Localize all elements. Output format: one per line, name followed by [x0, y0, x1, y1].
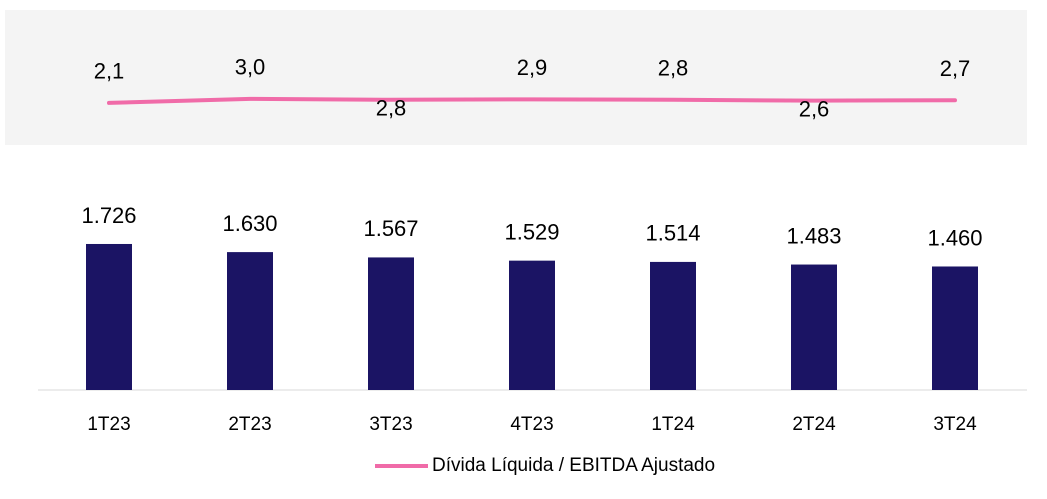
bar [509, 260, 555, 390]
bar-value-label: 1.529 [504, 219, 559, 244]
bar [932, 266, 978, 390]
x-tick-label: 3T23 [369, 414, 412, 435]
bar-value-label: 1.460 [927, 225, 982, 250]
line-value-label: 2,8 [376, 96, 407, 121]
x-tick-label: 1T23 [87, 414, 130, 435]
bar-value-label: 1.514 [645, 221, 700, 246]
bar [791, 264, 837, 390]
x-tick-label: 4T23 [510, 414, 553, 435]
line-value-label: 3,0 [235, 55, 266, 80]
bar-value-label: 1.483 [786, 223, 841, 248]
bar-value-label: 1.567 [363, 216, 418, 241]
line-value-label: 2,1 [94, 59, 125, 84]
line-value-label: 2,6 [799, 96, 830, 121]
x-tick-label: 2T23 [228, 414, 271, 435]
line-value-label: 2,7 [940, 56, 971, 81]
line [107, 96, 957, 105]
legend-label: Dívida Líquida / EBITDA Ajustado [432, 455, 715, 476]
bar [227, 252, 273, 390]
bar-value-label: 1.726 [81, 203, 136, 228]
x-tick-label: 3T24 [933, 414, 977, 435]
bar [86, 243, 132, 390]
line-panel [5, 10, 1027, 145]
x-tick-label: 1T24 [651, 414, 695, 435]
bar-value-label: 1.630 [222, 211, 277, 236]
line-value-label: 2,8 [658, 56, 689, 81]
line-value-label: 2,9 [517, 55, 548, 80]
x-tick-label: 2T24 [792, 414, 836, 435]
bar [368, 257, 414, 390]
bar [650, 261, 696, 390]
